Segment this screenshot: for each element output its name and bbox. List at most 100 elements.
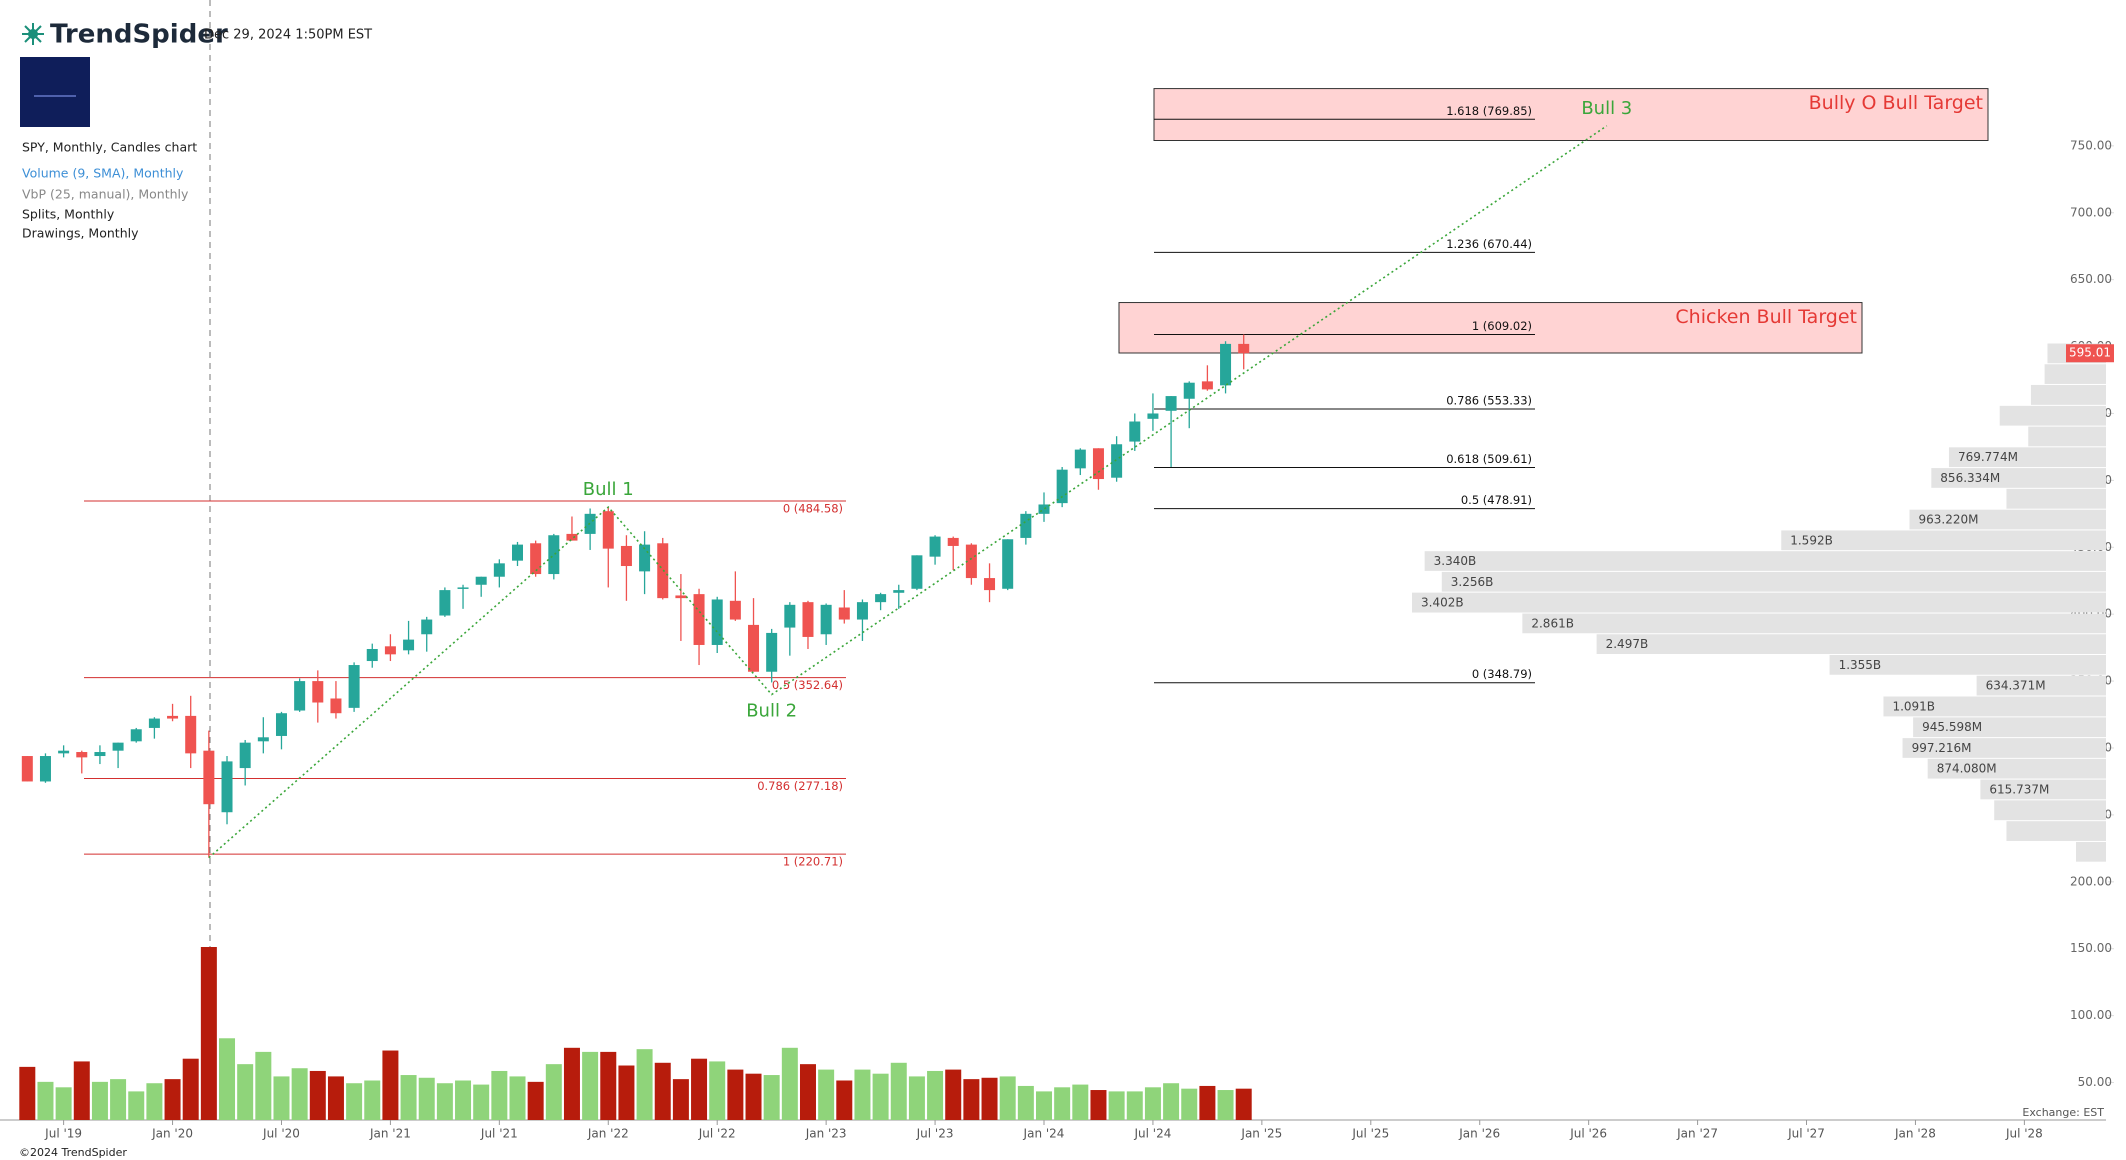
volume-bar	[836, 1080, 853, 1120]
volume-bar	[19, 1066, 36, 1120]
volume-bar	[146, 1083, 163, 1120]
volume-profile-bar	[1883, 696, 2106, 717]
volume-profile-bar	[1976, 675, 2106, 696]
candle-body	[856, 602, 868, 620]
volume-profile-bar	[1948, 447, 2106, 468]
candle-body	[1165, 396, 1177, 411]
target-label: Chicken Bull Target	[1675, 306, 1857, 328]
fib-label: 0.5 (352.64)	[772, 678, 843, 692]
volume-bar	[1017, 1085, 1034, 1120]
volume-bar	[1199, 1085, 1216, 1120]
volume-profile-label: 3.340B	[1434, 554, 1477, 568]
volume-bar	[818, 1069, 835, 1120]
fib-label: 0.5 (478.91)	[1461, 493, 1532, 507]
candle-body	[711, 599, 723, 645]
x-tick-label: Jul '22	[698, 1127, 736, 1141]
volume-bar	[636, 1049, 653, 1120]
volume-profile-bar	[1424, 551, 2106, 571]
candle-body	[1020, 513, 1032, 538]
volume-bar	[1036, 1091, 1052, 1120]
volume-bar	[854, 1069, 871, 1120]
volume-bar	[255, 1051, 272, 1120]
fib-label: 0 (484.58)	[783, 502, 843, 516]
target-label: Bully O Bull Target	[1809, 92, 1983, 114]
x-tick-label: Jan '26	[1458, 1127, 1500, 1141]
candle-body	[421, 619, 433, 635]
candle-body	[221, 761, 233, 813]
candle-body	[820, 604, 832, 635]
fib-label: 1.618 (769.85)	[1446, 104, 1532, 118]
last-price-label: 595.01	[2069, 346, 2111, 360]
y-tick-label: 100.00	[2070, 1008, 2112, 1022]
volume-bar	[273, 1076, 290, 1120]
volume-bar	[291, 1068, 308, 1120]
volume-bar	[890, 1062, 907, 1120]
volume-profile-bar	[1522, 613, 2106, 634]
x-tick-label: Jan '25	[1240, 1127, 1282, 1141]
candle-body	[493, 563, 505, 577]
volume-profile-bar	[1994, 800, 2106, 821]
volume-bar	[1072, 1084, 1089, 1120]
volume-profile-bar	[1596, 634, 2106, 655]
candle-body	[366, 648, 378, 662]
candle-body	[766, 632, 778, 672]
x-tick-label: Jan '24	[1023, 1127, 1065, 1141]
candle-body	[512, 544, 523, 561]
indicator-label: Drawings, Monthly	[22, 226, 139, 241]
volume-bar	[1144, 1087, 1161, 1120]
volume-bar	[945, 1069, 962, 1120]
candle-body	[384, 646, 396, 655]
x-tick-label: Jan '22	[587, 1127, 629, 1141]
volume-bar	[346, 1083, 363, 1120]
volume-bar	[418, 1077, 435, 1120]
x-tick-label: Jul '27	[1787, 1127, 1825, 1141]
x-tick-label: Jan '21	[369, 1127, 411, 1141]
fib-label: 0 (348.79)	[1472, 667, 1532, 681]
fib-label: 1 (220.71)	[783, 855, 843, 869]
volume-bar	[745, 1073, 762, 1120]
candle-body	[911, 555, 923, 589]
volume-bar	[400, 1075, 417, 1120]
avatar	[20, 57, 90, 127]
target-zone	[1153, 88, 1989, 142]
volume-profile-bar	[1829, 655, 2106, 675]
candle-body	[185, 715, 197, 754]
last-price-tag	[2066, 344, 2114, 363]
volume-bar	[382, 1050, 399, 1120]
volume-bar	[927, 1070, 944, 1120]
volume-profile-bar	[1999, 405, 2106, 426]
candle-body	[729, 600, 741, 620]
volume-bar	[654, 1062, 671, 1120]
volume-bar	[91, 1081, 108, 1120]
volume-bar	[1126, 1091, 1143, 1120]
candle-body	[403, 639, 415, 651]
volume-bar	[872, 1073, 889, 1120]
volume-profile-label: 2.497B	[1606, 637, 1649, 651]
wave-line	[208, 125, 1608, 859]
volume-profile-label: 856.334M	[1940, 471, 2000, 485]
volume-profile-label: 3.256B	[1451, 575, 1494, 589]
candle-body	[475, 576, 487, 585]
volume-profile-label: 3.402B	[1421, 596, 1464, 610]
volume-bar	[164, 1079, 181, 1120]
volume-bar	[582, 1051, 599, 1120]
candle-body	[1002, 539, 1014, 589]
wave-label: Bull 3	[1581, 98, 1632, 119]
x-tick-label: Jul '19	[44, 1127, 82, 1141]
y-tick-label: 700.00	[2070, 205, 2112, 219]
volume-profile-bar	[1927, 758, 2106, 779]
candle-body	[965, 544, 977, 579]
volume-bar	[545, 1064, 562, 1120]
x-tick-label: Jan '27	[1676, 1127, 1718, 1141]
x-tick-label: Jul '25	[1351, 1127, 1389, 1141]
candle-body	[1238, 343, 1250, 354]
volume-bar	[55, 1087, 72, 1120]
fib-label: 1.236 (670.44)	[1446, 237, 1532, 251]
volume-bar	[73, 1061, 90, 1120]
volume-bar	[1181, 1088, 1198, 1120]
volume-profile-label: 2.861B	[1531, 616, 1574, 630]
candle-body	[58, 750, 70, 754]
volume-bar	[237, 1064, 254, 1120]
volume-profile-bar	[2028, 426, 2106, 447]
fib-label: 1 (609.02)	[1472, 319, 1532, 333]
